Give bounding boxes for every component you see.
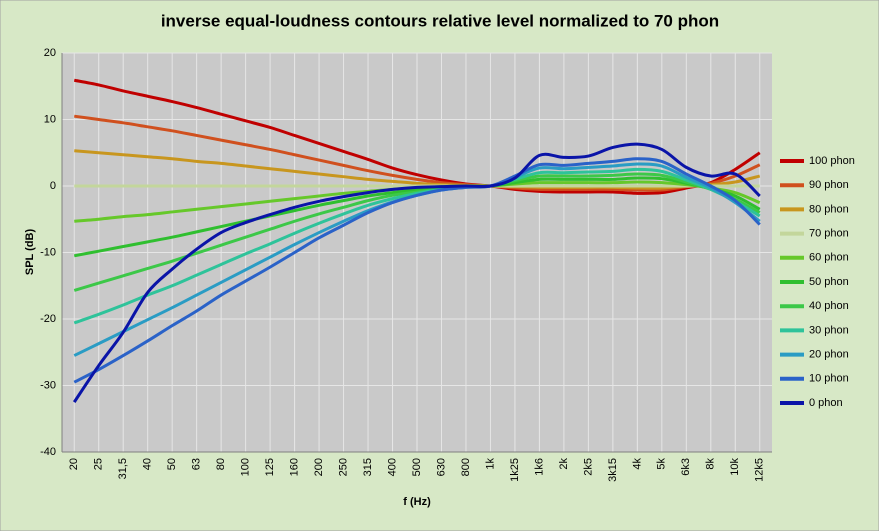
x-tick-label: 200 [313, 458, 325, 476]
x-tick-label: 1k6 [533, 458, 545, 476]
y-axis-label: SPL (dB) [24, 229, 36, 276]
x-axis-label: f (Hz) [403, 496, 431, 508]
x-tick-label: 10k [729, 458, 741, 476]
x-tick-label: 160 [288, 458, 300, 476]
series-line [73, 176, 761, 258]
series-line [73, 157, 761, 384]
y-tick-label: -40 [40, 446, 56, 458]
x-tick-label: 63 [191, 458, 203, 470]
x-tick-label: 20 [68, 458, 80, 470]
legend-label: 90 phon [809, 179, 849, 191]
x-tick-label: 50 [166, 458, 178, 470]
x-tick-label: 5k [656, 458, 668, 470]
x-tick-label: 1k [484, 458, 496, 470]
x-tick-label: 6k3 [680, 458, 692, 476]
x-tick-label: 500 [411, 458, 423, 476]
chart-title: inverse equal-loudness contours relative… [161, 11, 719, 30]
x-tick-label: 12k5 [754, 458, 766, 482]
x-tick-label: 400 [386, 458, 398, 476]
x-tick-label: 100 [240, 458, 252, 476]
legend-label: 0 phon [809, 397, 843, 409]
legend-label: 50 phon [809, 276, 849, 288]
x-tick-label: 1k25 [509, 458, 521, 482]
legend-label: 30 phon [809, 324, 849, 336]
series-line [74, 149, 761, 190]
series-line [73, 167, 761, 325]
legend-label: 70 phon [809, 228, 849, 240]
x-tick-label: 31,5 [117, 458, 129, 479]
x-tick-label: 3k15 [607, 458, 619, 482]
x-tick-label: 40 [142, 458, 154, 470]
x-tick-label: 125 [264, 458, 276, 476]
x-tick-label: 2k [558, 458, 570, 470]
y-tick-label: -30 [40, 379, 56, 391]
legend-label: 100 phon [809, 155, 855, 167]
x-tick-label: 800 [460, 458, 472, 476]
x-tick-label: 80 [215, 458, 227, 470]
x-tick-label: 8k [705, 458, 717, 470]
x-tick-label: 315 [362, 458, 374, 476]
y-tick-label: 20 [44, 47, 56, 59]
y-tick-label: 0 [50, 180, 56, 192]
legend-label: 10 phon [809, 373, 849, 385]
legend-label: 40 phon [809, 300, 849, 312]
x-tick-label: 2k5 [582, 458, 594, 476]
y-tick-label: -20 [40, 313, 56, 325]
series-line [73, 78, 761, 195]
x-tick-label: 630 [435, 458, 447, 476]
series-line [72, 142, 761, 403]
x-tick-label: 25 [93, 458, 105, 470]
y-tick-label: -10 [40, 246, 56, 258]
x-tick-label: 4k [631, 458, 643, 470]
y-tick-label: 10 [44, 113, 56, 125]
legend-label: 20 phon [809, 349, 849, 361]
legend-label: 80 phon [809, 203, 849, 215]
legend-label: 60 phon [809, 252, 849, 264]
x-tick-label: 250 [337, 458, 349, 476]
series-line [74, 114, 761, 192]
